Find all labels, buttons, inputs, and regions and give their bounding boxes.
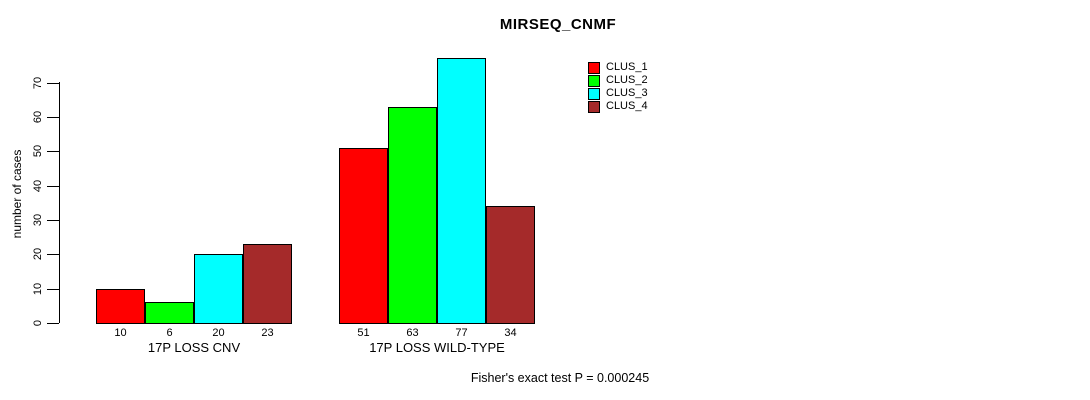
legend: CLUS_1 CLUS_2 CLUS_3 CLUS_4 bbox=[588, 61, 648, 113]
y-tick-mark bbox=[47, 288, 59, 290]
legend-label: CLUS_4 bbox=[606, 100, 648, 112]
y-tick-mark bbox=[47, 116, 59, 118]
bar-clus_4-2 bbox=[486, 206, 535, 324]
legend-item-clus_3: CLUS_3 bbox=[588, 87, 648, 100]
legend-label: CLUS_1 bbox=[606, 61, 648, 73]
x-axis-group-label: 17P LOSS CNV bbox=[147, 340, 241, 355]
y-tick-label: 0 bbox=[32, 319, 44, 327]
x-axis-group-label: 17P LOSS WILD-TYPE bbox=[369, 340, 505, 355]
bar-clus_2-1 bbox=[145, 302, 194, 324]
legend-swatch bbox=[588, 100, 600, 113]
y-axis-line bbox=[59, 82, 60, 323]
legend-item-clus_1: CLUS_1 bbox=[588, 61, 648, 74]
bar-clus_1-1 bbox=[96, 288, 145, 324]
y-axis-title: number of cases bbox=[10, 149, 24, 239]
legend-label: CLUS_3 bbox=[606, 87, 648, 99]
bar-value-label: 77 bbox=[455, 327, 468, 339]
y-tick-label: 70 bbox=[32, 76, 44, 89]
legend-item-clus_4: CLUS_4 bbox=[588, 100, 648, 113]
y-tick-mark bbox=[47, 82, 59, 84]
legend-swatch bbox=[588, 74, 600, 87]
legend-label: CLUS_2 bbox=[606, 74, 648, 86]
bar-clus_3-2 bbox=[437, 58, 486, 324]
bar-value-label: 34 bbox=[504, 327, 517, 339]
y-tick-label: 10 bbox=[32, 282, 44, 295]
legend-swatch bbox=[588, 61, 600, 74]
y-tick-label: 40 bbox=[32, 179, 44, 192]
bar-clus_1-2 bbox=[339, 147, 388, 324]
y-tick-label: 50 bbox=[32, 145, 44, 158]
bar-value-label: 10 bbox=[114, 327, 127, 339]
bar-value-label: 6 bbox=[166, 327, 173, 339]
bar-clus_2-2 bbox=[388, 106, 437, 324]
legend-item-clus_2: CLUS_2 bbox=[588, 74, 648, 87]
bar-value-label: 63 bbox=[406, 327, 419, 339]
bar-value-label: 20 bbox=[212, 327, 225, 339]
bar-clus_3-1 bbox=[194, 254, 243, 324]
y-tick-mark bbox=[47, 185, 59, 187]
y-tick-mark bbox=[47, 254, 59, 256]
bar-value-label: 51 bbox=[357, 327, 370, 339]
bar-clus_4-1 bbox=[243, 243, 292, 324]
y-tick-mark bbox=[47, 151, 59, 153]
fisher-test-caption: Fisher's exact test P = 0.000245 bbox=[470, 371, 650, 385]
bar-value-label: 23 bbox=[261, 327, 274, 339]
y-tick-mark bbox=[47, 219, 59, 221]
y-tick-label: 20 bbox=[32, 248, 44, 261]
legend-swatch bbox=[588, 87, 600, 100]
chart-title: MIRSEQ_CNMF bbox=[499, 16, 617, 33]
y-tick-mark bbox=[47, 323, 59, 324]
